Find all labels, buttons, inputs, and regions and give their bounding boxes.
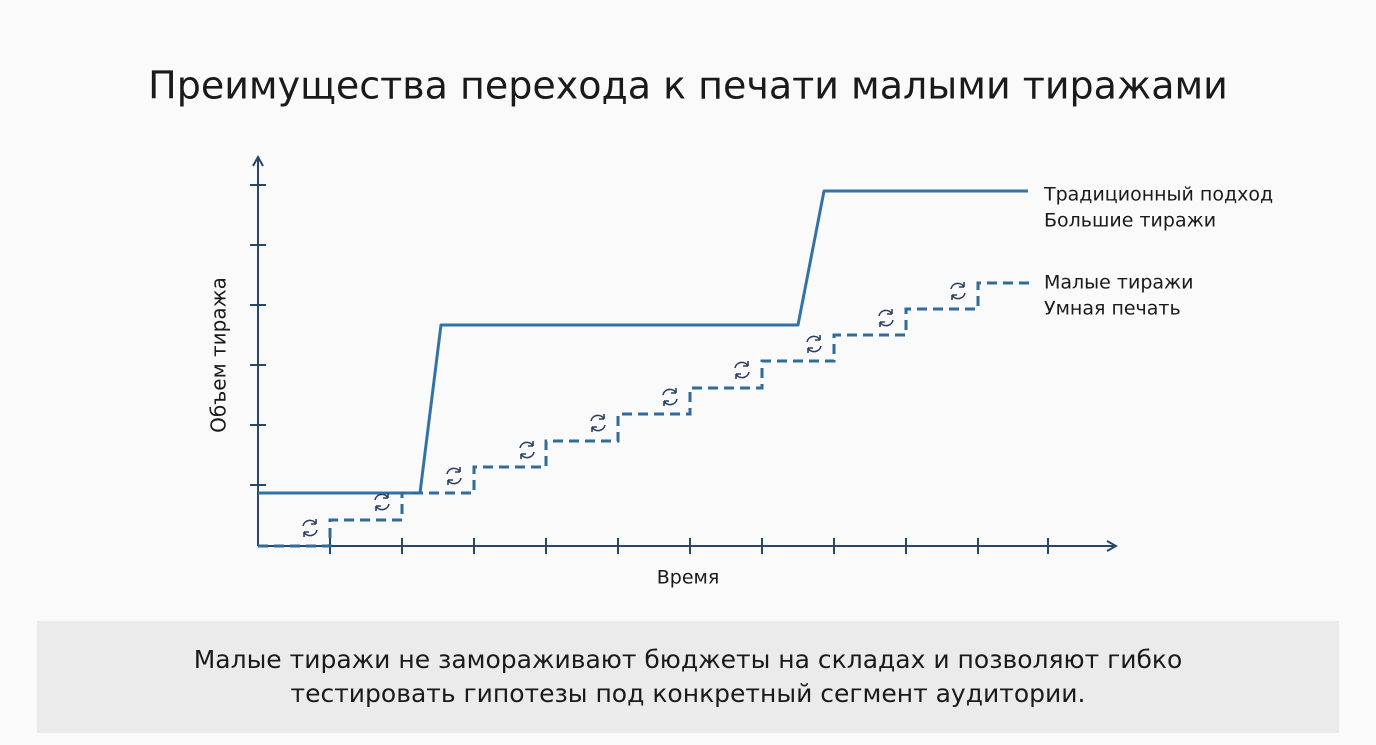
caption-text: Малые тиражи не замораживают бюджеты на … xyxy=(194,645,1183,674)
x-axis-label: Время xyxy=(657,567,720,589)
y-ticks xyxy=(250,184,266,486)
legend-text: Умная печать xyxy=(1044,298,1181,320)
cycle-icon xyxy=(590,413,606,433)
caption-text: тестировать гипотезы под конкретный сегм… xyxy=(291,679,1086,708)
cycle-icon xyxy=(734,360,750,380)
cycle-icon xyxy=(446,466,462,486)
cycle-icon xyxy=(878,308,894,328)
x-ticks xyxy=(329,538,1049,554)
cycle-icon xyxy=(806,334,822,354)
cycle-icons xyxy=(302,281,966,538)
cycle-icon xyxy=(302,518,318,538)
cycle-icon xyxy=(374,492,390,512)
legend-text: Малые тиражи xyxy=(1044,272,1194,294)
cycle-icon xyxy=(950,281,966,301)
cycle-icon xyxy=(662,387,678,407)
traditional-line xyxy=(258,189,1028,495)
legend-text: Большие тиражи xyxy=(1044,210,1216,232)
title: Преимущества перехода к печати малыми ти… xyxy=(148,64,1228,108)
small-runs-line xyxy=(258,281,1032,548)
y-axis-label: Объем тиража xyxy=(207,277,231,433)
legend-text: Традиционный подход xyxy=(1043,184,1273,206)
caption-box xyxy=(37,621,1339,733)
cycle-icon xyxy=(519,440,535,460)
